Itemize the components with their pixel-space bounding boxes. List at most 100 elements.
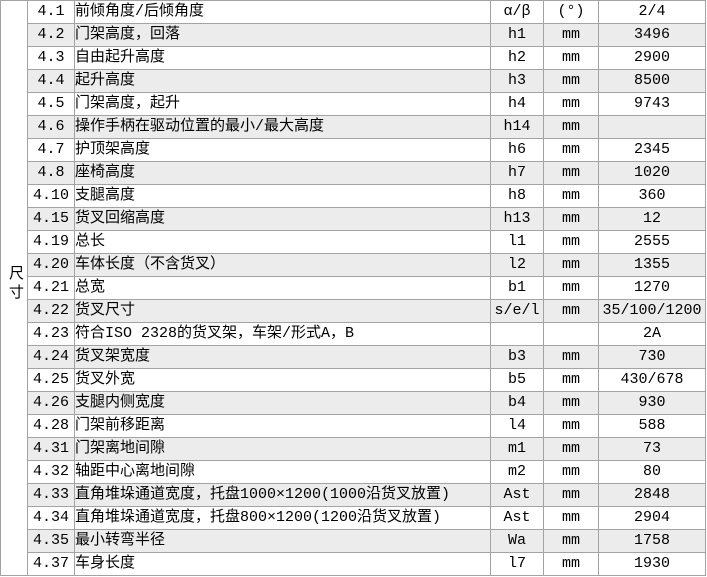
row-description-cell: 门架高度，起升 xyxy=(74,92,491,116)
table-row: 4.10 支腿高度 h8 mm 360 xyxy=(1,184,706,208)
table-row: 4.6 操作手柄在驱动位置的最小/最大高度 h14 mm xyxy=(1,115,706,139)
row-number-cell: 4.24 xyxy=(27,345,75,369)
table-row: 4.34 直角堆垛通道宽度，托盘800×1200(1200沿货叉放置) Ast … xyxy=(1,506,706,530)
row-unit-cell: mm xyxy=(543,253,599,277)
row-symbol-cell: h7 xyxy=(490,161,544,185)
row-number-cell: 4.31 xyxy=(27,437,75,461)
table-row: 4.4 起升高度 h3 mm 8500 xyxy=(1,69,706,93)
row-unit-cell: mm xyxy=(543,46,599,70)
row-value-cell: 9743 xyxy=(598,92,706,116)
row-number-cell: 4.21 xyxy=(27,276,75,300)
table-row: 4.28 门架前移距离 l4 mm 588 xyxy=(1,414,706,438)
row-symbol-cell: α/β xyxy=(490,0,544,24)
table-row: 4.21 总宽 b1 mm 1270 xyxy=(1,276,706,300)
row-value-cell: 1355 xyxy=(598,253,706,277)
row-description-cell: 最小转弯半径 xyxy=(74,529,491,553)
row-number-cell: 4.19 xyxy=(27,230,75,254)
row-description-cell: 起升高度 xyxy=(74,69,491,93)
table-row: 4.24 货叉架宽度 b3 mm 730 xyxy=(1,345,706,369)
row-symbol-cell: Ast xyxy=(490,483,544,507)
row-number-cell: 4.26 xyxy=(27,391,75,415)
row-symbol-cell: s/e/l xyxy=(490,299,544,323)
row-description-cell: 货叉尺寸 xyxy=(74,299,491,323)
row-value-cell: 2555 xyxy=(598,230,706,254)
row-unit-cell: mm xyxy=(543,414,599,438)
row-unit-cell: mm xyxy=(543,92,599,116)
row-number-cell: 4.4 xyxy=(27,69,75,93)
row-unit-cell: mm xyxy=(543,460,599,484)
row-unit-cell: mm xyxy=(543,437,599,461)
row-number-cell: 4.20 xyxy=(27,253,75,277)
row-value-cell: 1758 xyxy=(598,529,706,553)
row-description-cell: 支腿高度 xyxy=(74,184,491,208)
table-row: 4.22 货叉尺寸 s/e/l mm 35/100/1200 xyxy=(1,299,706,323)
row-symbol-cell: l2 xyxy=(490,253,544,277)
table-row: 4.31 门架离地间隙 m1 mm 73 xyxy=(1,437,706,461)
row-value-cell: 1930 xyxy=(598,552,706,576)
row-number-cell: 4.5 xyxy=(27,92,75,116)
row-value-cell: 35/100/1200 xyxy=(598,299,706,323)
row-value-cell: 930 xyxy=(598,391,706,415)
row-value-cell: 3496 xyxy=(598,23,706,47)
row-number-cell: 4.2 xyxy=(27,23,75,47)
row-description-cell: 货叉回缩高度 xyxy=(74,207,491,231)
row-unit-cell: mm xyxy=(543,161,599,185)
row-unit-cell: mm xyxy=(543,345,599,369)
table-row: 4.37 车身长度 l7 mm 1930 xyxy=(1,552,706,576)
row-value-cell: 360 xyxy=(598,184,706,208)
row-number-cell: 4.7 xyxy=(27,138,75,162)
row-symbol-cell: h2 xyxy=(490,46,544,70)
row-description-cell: 车身长度 xyxy=(74,552,491,576)
row-description-cell: 车体长度（不含货叉） xyxy=(74,253,491,277)
row-unit-cell: mm xyxy=(543,138,599,162)
row-symbol-cell: Wa xyxy=(490,529,544,553)
row-value-cell: 2345 xyxy=(598,138,706,162)
row-unit-cell: (°) xyxy=(543,0,599,24)
table-row: 4.33 直角堆垛通道宽度，托盘1000×1200(1000沿货叉放置) Ast… xyxy=(1,483,706,507)
row-value-cell: 12 xyxy=(598,207,706,231)
row-symbol-cell: m2 xyxy=(490,460,544,484)
row-number-cell: 4.15 xyxy=(27,207,75,231)
row-number-cell: 4.23 xyxy=(27,322,75,346)
row-description-cell: 操作手柄在驱动位置的最小/最大高度 xyxy=(74,115,491,139)
row-description-cell: 门架前移距离 xyxy=(74,414,491,438)
row-number-cell: 4.33 xyxy=(27,483,75,507)
table-row: 4.2 门架高度，回落 h1 mm 3496 xyxy=(1,23,706,47)
row-unit-cell: mm xyxy=(543,23,599,47)
row-description-cell: 前倾角度/后倾角度 xyxy=(74,0,491,24)
table-row: 4.5 门架高度，起升 h4 mm 9743 xyxy=(1,92,706,116)
row-symbol-cell: h1 xyxy=(490,23,544,47)
row-symbol-cell: h8 xyxy=(490,184,544,208)
row-value-cell: 2/4 xyxy=(598,0,706,24)
row-description-cell: 门架高度，回落 xyxy=(74,23,491,47)
dimensions-section-label: 尺寸 xyxy=(6,265,23,303)
row-description-cell: 支腿内侧宽度 xyxy=(74,391,491,415)
row-symbol-cell: l7 xyxy=(490,552,544,576)
row-unit-cell: mm xyxy=(543,276,599,300)
row-symbol-cell: b3 xyxy=(490,345,544,369)
row-description-cell: 门架离地间隙 xyxy=(74,437,491,461)
row-value-cell: 2900 xyxy=(598,46,706,70)
table-row: 4.32 轴距中心离地间隙 m2 mm 80 xyxy=(1,460,706,484)
table-row: 4.35 最小转弯半径 Wa mm 1758 xyxy=(1,529,706,553)
row-value-cell: 73 xyxy=(598,437,706,461)
row-unit-cell: mm xyxy=(543,391,599,415)
row-unit-cell: mm xyxy=(543,299,599,323)
row-description-cell: 货叉外宽 xyxy=(74,368,491,392)
row-symbol-cell: h3 xyxy=(490,69,544,93)
table-row: 4.26 支腿内侧宽度 b4 mm 930 xyxy=(1,391,706,415)
row-number-cell: 4.1 xyxy=(27,0,75,24)
row-symbol-cell: l1 xyxy=(490,230,544,254)
row-description-cell: 符合ISO 2328的货叉架，车架/形式A，B xyxy=(74,322,491,346)
row-symbol-cell: h4 xyxy=(490,92,544,116)
row-number-cell: 4.28 xyxy=(27,414,75,438)
table-row: 4.15 货叉回缩高度 h13 mm 12 xyxy=(1,207,706,231)
row-value-cell: 430/678 xyxy=(598,368,706,392)
row-unit-cell: mm xyxy=(543,529,599,553)
table-row: 4.7 护顶架高度 h6 mm 2345 xyxy=(1,138,706,162)
row-description-cell: 直角堆垛通道宽度，托盘1000×1200(1000沿货叉放置) xyxy=(74,483,491,507)
row-description-cell: 直角堆垛通道宽度，托盘800×1200(1200沿货叉放置) xyxy=(74,506,491,530)
